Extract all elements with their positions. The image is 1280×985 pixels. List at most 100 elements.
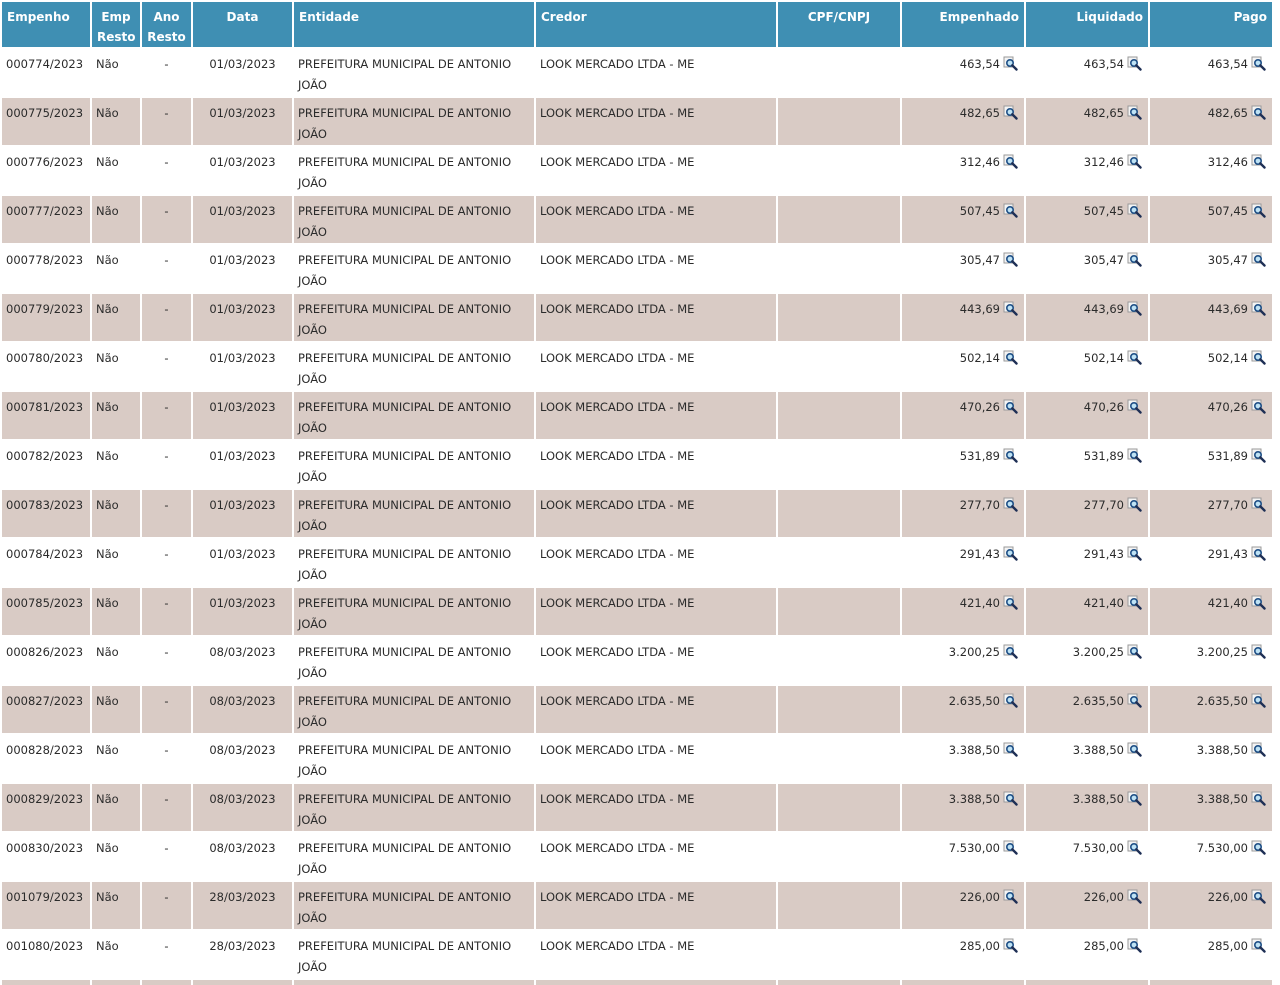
col-header-empenhado[interactable]: Empenhado (902, 2, 1024, 47)
cell-credor: LOOK MERCADO LTDA - ME (536, 49, 776, 96)
empenhado-detail-magnifier-icon[interactable] (1003, 252, 1018, 267)
empenhado-detail-magnifier-icon[interactable] (1003, 203, 1018, 218)
pago-detail-magnifier-icon[interactable] (1251, 693, 1266, 708)
cell-emp-resto: Não (92, 49, 140, 96)
liquidado-detail-magnifier-icon[interactable] (1127, 693, 1142, 708)
cell-data: 01/03/2023 (193, 588, 292, 635)
cell-entidade: PREFEITURA MUNICIPAL DE ANTONIO JOÃO (294, 490, 534, 537)
empenhado-detail-magnifier-icon[interactable] (1003, 154, 1018, 169)
empenhado-detail-magnifier-icon[interactable] (1003, 105, 1018, 120)
empenhado-detail-magnifier-icon[interactable] (1003, 56, 1018, 71)
col-header-entidade[interactable]: Entidade (294, 2, 534, 47)
liquidado-detail-magnifier-icon[interactable] (1127, 154, 1142, 169)
cell-credor: LOOK MERCADO LTDA - ME (536, 784, 776, 831)
liquidado-detail-magnifier-icon[interactable] (1127, 350, 1142, 365)
pago-detail-magnifier-icon[interactable] (1251, 203, 1266, 218)
pago-detail-magnifier-icon[interactable] (1251, 840, 1266, 855)
table-row: 001079/2023 Não - 28/03/2023 PREFEITURA … (2, 882, 1272, 929)
pago-detail-magnifier-icon[interactable] (1251, 154, 1266, 169)
empenhado-detail-magnifier-icon[interactable] (1003, 350, 1018, 365)
liquidado-detail-magnifier-icon[interactable] (1127, 938, 1142, 953)
cell-pago: 3.200,25 (1150, 637, 1272, 684)
cell-ano-resto: - (142, 147, 191, 194)
pago-detail-magnifier-icon[interactable] (1251, 350, 1266, 365)
pago-detail-magnifier-icon[interactable] (1251, 889, 1266, 904)
empenhado-detail-magnifier-icon[interactable] (1003, 448, 1018, 463)
liquidado-detail-magnifier-icon[interactable] (1127, 399, 1142, 414)
cell-cpf-cnpj (778, 441, 900, 488)
empenhado-detail-magnifier-icon[interactable] (1003, 546, 1018, 561)
pago-detail-magnifier-icon[interactable] (1251, 546, 1266, 561)
empenhado-detail-magnifier-icon[interactable] (1003, 840, 1018, 855)
empenhado-detail-magnifier-icon[interactable] (1003, 791, 1018, 806)
cell-empenho: 000783/2023 (2, 490, 90, 537)
cell-ano-resto: - (142, 686, 191, 733)
cell-entidade: PREFEITURA MUNICIPAL DE ANTONIO JOÃO (294, 196, 534, 243)
cell-credor: LOOK MERCADO LTDA - ME (536, 294, 776, 341)
pago-detail-magnifier-icon[interactable] (1251, 252, 1266, 267)
liquidado-value: 531,89 (1083, 449, 1124, 463)
table-row: 000827/2023 Não - 08/03/2023 PREFEITURA … (2, 686, 1272, 733)
cell-liquidado: 531,89 (1026, 441, 1148, 488)
pago-value: 285,00 (1207, 939, 1248, 953)
cell-credor: LOOK MERCADO LTDA - ME (536, 196, 776, 243)
cell-credor: LOOK MERCADO LTDA - ME (536, 147, 776, 194)
pago-detail-magnifier-icon[interactable] (1251, 105, 1266, 120)
col-header-cpf-cnpj[interactable]: CPF/CNPJ (778, 2, 900, 47)
liquidado-detail-magnifier-icon[interactable] (1127, 56, 1142, 71)
liquidado-detail-magnifier-icon[interactable] (1127, 497, 1142, 512)
liquidado-detail-magnifier-icon[interactable] (1127, 889, 1142, 904)
liquidado-detail-magnifier-icon[interactable] (1127, 448, 1142, 463)
empenhado-detail-magnifier-icon[interactable] (1003, 938, 1018, 953)
pago-detail-magnifier-icon[interactable] (1251, 56, 1266, 71)
liquidado-detail-magnifier-icon[interactable] (1127, 203, 1142, 218)
empenhado-detail-magnifier-icon[interactable] (1003, 742, 1018, 757)
cell-cpf-cnpj (778, 637, 900, 684)
cell-empenhado: 305,47 (902, 245, 1024, 292)
liquidado-detail-magnifier-icon[interactable] (1127, 252, 1142, 267)
pago-detail-magnifier-icon[interactable] (1251, 595, 1266, 610)
table-row: 000780/2023 Não - 01/03/2023 PREFEITURA … (2, 343, 1272, 390)
pago-detail-magnifier-icon[interactable] (1251, 399, 1266, 414)
liquidado-detail-magnifier-icon[interactable] (1127, 301, 1142, 316)
cell-entidade: PREFEITURA MUNICIPAL DE ANTONIO JOÃO (294, 392, 534, 439)
liquidado-detail-magnifier-icon[interactable] (1127, 742, 1142, 757)
cell-entidade: PREFEITURA MUNICIPAL DE ANTONIO JOÃO (294, 588, 534, 635)
liquidado-detail-magnifier-icon[interactable] (1127, 644, 1142, 659)
cell-ano-resto: - (142, 539, 191, 586)
pago-detail-magnifier-icon[interactable] (1251, 448, 1266, 463)
empenhado-detail-magnifier-icon[interactable] (1003, 889, 1018, 904)
empenhado-detail-magnifier-icon[interactable] (1003, 644, 1018, 659)
empenhado-detail-magnifier-icon[interactable] (1003, 399, 1018, 414)
cell-cpf-cnpj (778, 98, 900, 145)
pago-detail-magnifier-icon[interactable] (1251, 301, 1266, 316)
liquidado-detail-magnifier-icon[interactable] (1127, 105, 1142, 120)
empenhado-value: 463,54 (959, 57, 1000, 71)
cell-entidade: PREFEITURA MUNICIPAL DE ANTONIO JOÃO (294, 147, 534, 194)
liquidado-detail-magnifier-icon[interactable] (1127, 840, 1142, 855)
col-header-empenho[interactable]: Empenho (2, 2, 90, 47)
empenhado-detail-magnifier-icon[interactable] (1003, 497, 1018, 512)
col-header-data[interactable]: Data (193, 2, 292, 47)
col-header-pago[interactable]: Pago (1150, 2, 1272, 47)
cell-empenhado: 226,00 (902, 882, 1024, 929)
col-header-liquidado[interactable]: Liquidado (1026, 2, 1148, 47)
empenhado-detail-magnifier-icon[interactable] (1003, 595, 1018, 610)
pago-detail-magnifier-icon[interactable] (1251, 497, 1266, 512)
cell-empenhado: 443,69 (902, 294, 1024, 341)
pago-detail-magnifier-icon[interactable] (1251, 938, 1266, 953)
col-header-credor[interactable]: Credor (536, 2, 776, 47)
pago-detail-magnifier-icon[interactable] (1251, 742, 1266, 757)
cell-empenho: 000829/2023 (2, 784, 90, 831)
pago-detail-magnifier-icon[interactable] (1251, 644, 1266, 659)
liquidado-detail-magnifier-icon[interactable] (1127, 791, 1142, 806)
col-header-emp-resto[interactable]: Emp Resto (92, 2, 140, 47)
col-header-ano-resto[interactable]: Ano Resto (142, 2, 191, 47)
liquidado-detail-magnifier-icon[interactable] (1127, 546, 1142, 561)
cell-cpf-cnpj (778, 588, 900, 635)
empenhado-detail-magnifier-icon[interactable] (1003, 693, 1018, 708)
liquidado-detail-magnifier-icon[interactable] (1127, 595, 1142, 610)
cell-data: 01/03/2023 (193, 49, 292, 96)
pago-detail-magnifier-icon[interactable] (1251, 791, 1266, 806)
empenhado-detail-magnifier-icon[interactable] (1003, 301, 1018, 316)
